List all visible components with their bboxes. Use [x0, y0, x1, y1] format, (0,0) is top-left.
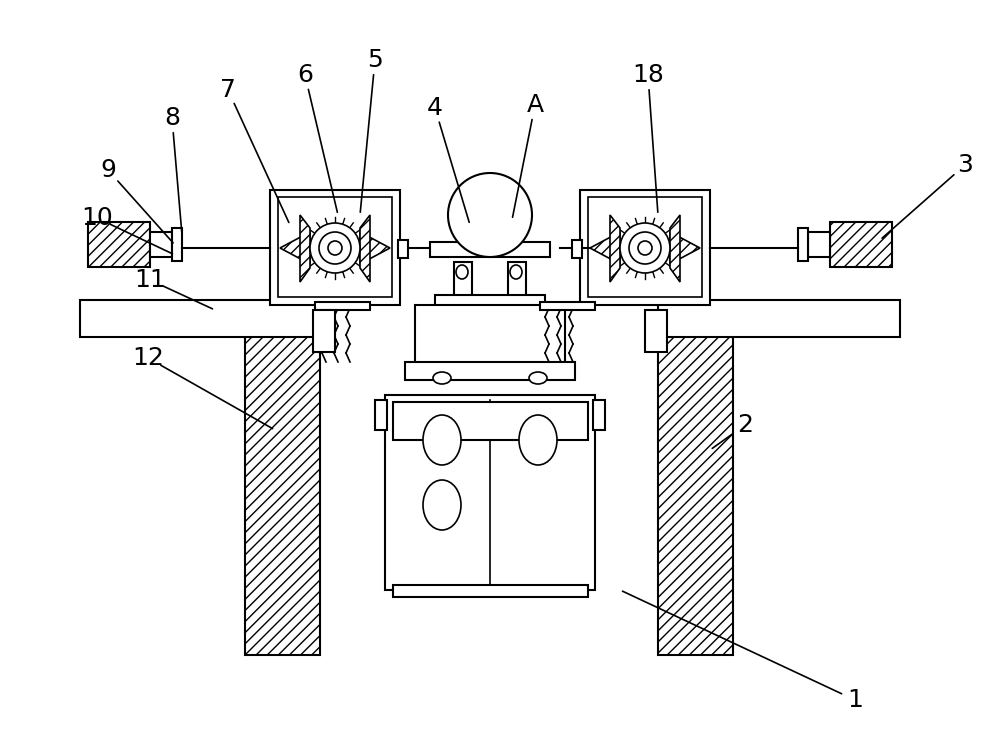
- Bar: [393, 585, 588, 597]
- Text: 1: 1: [847, 688, 863, 712]
- Text: 7: 7: [220, 78, 236, 102]
- Polygon shape: [280, 232, 310, 264]
- Text: 11: 11: [134, 268, 166, 292]
- Ellipse shape: [423, 415, 461, 465]
- Ellipse shape: [423, 480, 461, 530]
- Bar: [398, 240, 408, 258]
- Ellipse shape: [529, 372, 547, 384]
- Bar: [313, 310, 335, 352]
- Bar: [798, 228, 808, 261]
- Bar: [435, 295, 545, 307]
- Text: 6: 6: [297, 63, 313, 87]
- Text: 8: 8: [164, 106, 180, 130]
- Bar: [808, 232, 830, 257]
- Circle shape: [620, 223, 670, 273]
- Polygon shape: [590, 232, 620, 264]
- Bar: [658, 315, 733, 655]
- Bar: [588, 197, 702, 297]
- Bar: [278, 197, 392, 297]
- Bar: [393, 402, 588, 440]
- Text: 5: 5: [367, 48, 383, 72]
- Bar: [540, 302, 595, 310]
- Bar: [405, 362, 575, 380]
- Text: 10: 10: [81, 206, 113, 230]
- Polygon shape: [360, 232, 390, 264]
- Text: 2: 2: [737, 413, 753, 437]
- Text: A: A: [526, 93, 544, 117]
- Polygon shape: [670, 232, 700, 264]
- Ellipse shape: [519, 415, 557, 465]
- Bar: [580, 190, 710, 305]
- Bar: [454, 262, 472, 300]
- Bar: [270, 190, 400, 305]
- Bar: [88, 222, 150, 267]
- Circle shape: [328, 241, 342, 255]
- Bar: [658, 300, 900, 337]
- Bar: [830, 222, 892, 267]
- Circle shape: [310, 223, 360, 273]
- Bar: [430, 242, 550, 257]
- Text: 4: 4: [427, 96, 443, 120]
- Text: 9: 9: [100, 158, 116, 182]
- Polygon shape: [360, 215, 370, 282]
- Circle shape: [319, 232, 351, 264]
- Bar: [385, 395, 595, 590]
- Circle shape: [629, 232, 661, 264]
- Bar: [508, 262, 526, 300]
- Bar: [645, 310, 667, 352]
- Circle shape: [638, 241, 652, 255]
- Bar: [245, 315, 320, 655]
- Bar: [593, 400, 605, 430]
- Ellipse shape: [456, 265, 468, 279]
- Bar: [375, 400, 387, 430]
- Polygon shape: [300, 215, 310, 282]
- Circle shape: [448, 173, 532, 257]
- Bar: [172, 228, 182, 261]
- Text: 12: 12: [132, 346, 164, 370]
- Bar: [315, 302, 370, 310]
- Bar: [415, 305, 565, 365]
- Polygon shape: [670, 215, 680, 282]
- Bar: [150, 232, 172, 257]
- Bar: [572, 240, 582, 258]
- Polygon shape: [610, 215, 620, 282]
- Ellipse shape: [433, 372, 451, 384]
- Ellipse shape: [510, 265, 522, 279]
- Text: 3: 3: [957, 153, 973, 177]
- Text: 18: 18: [632, 63, 664, 87]
- Bar: [80, 300, 320, 337]
